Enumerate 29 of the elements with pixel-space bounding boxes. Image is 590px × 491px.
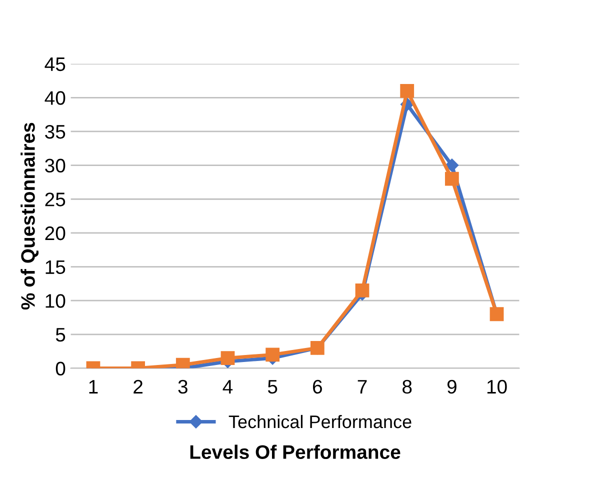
y-tick-label: 40 [44,91,66,105]
point [355,284,370,298]
y-tick-label: 30 [45,158,66,173]
y-tick-label: 0 [56,362,66,376]
y-tick-label: 35 [45,124,66,139]
x-tick-label: 1 [89,380,98,394]
x-tick-label: 10 [487,380,507,394]
y-tick-label: 45 [44,58,66,72]
x-axis-title: Levels Of Performance [190,444,400,459]
x-tick-label: 7 [358,380,367,394]
y-tick-label: 5 [56,328,66,342]
y-tick-label: 20 [45,226,66,240]
y-tick-label: 25 [45,192,66,206]
y-tick-label: 10 [46,294,66,308]
y-tick-label: 15 [46,260,66,274]
point [266,348,280,362]
x-tick-label: 9 [447,380,456,394]
x-tick-label: 4 [222,380,233,394]
y-axis-title: % of Questionnaires [20,122,39,310]
x-tick-label: 2 [134,380,142,394]
x-tick-label: 6 [313,380,322,394]
point [220,351,235,366]
point [400,84,414,98]
x-tick-label: 3 [178,380,188,394]
point [445,158,459,172]
x-tick-label: 5 [268,380,278,394]
point [444,172,459,186]
legend-label: Technical Performance [228,414,412,428]
x-tick-label: 8 [402,380,412,394]
